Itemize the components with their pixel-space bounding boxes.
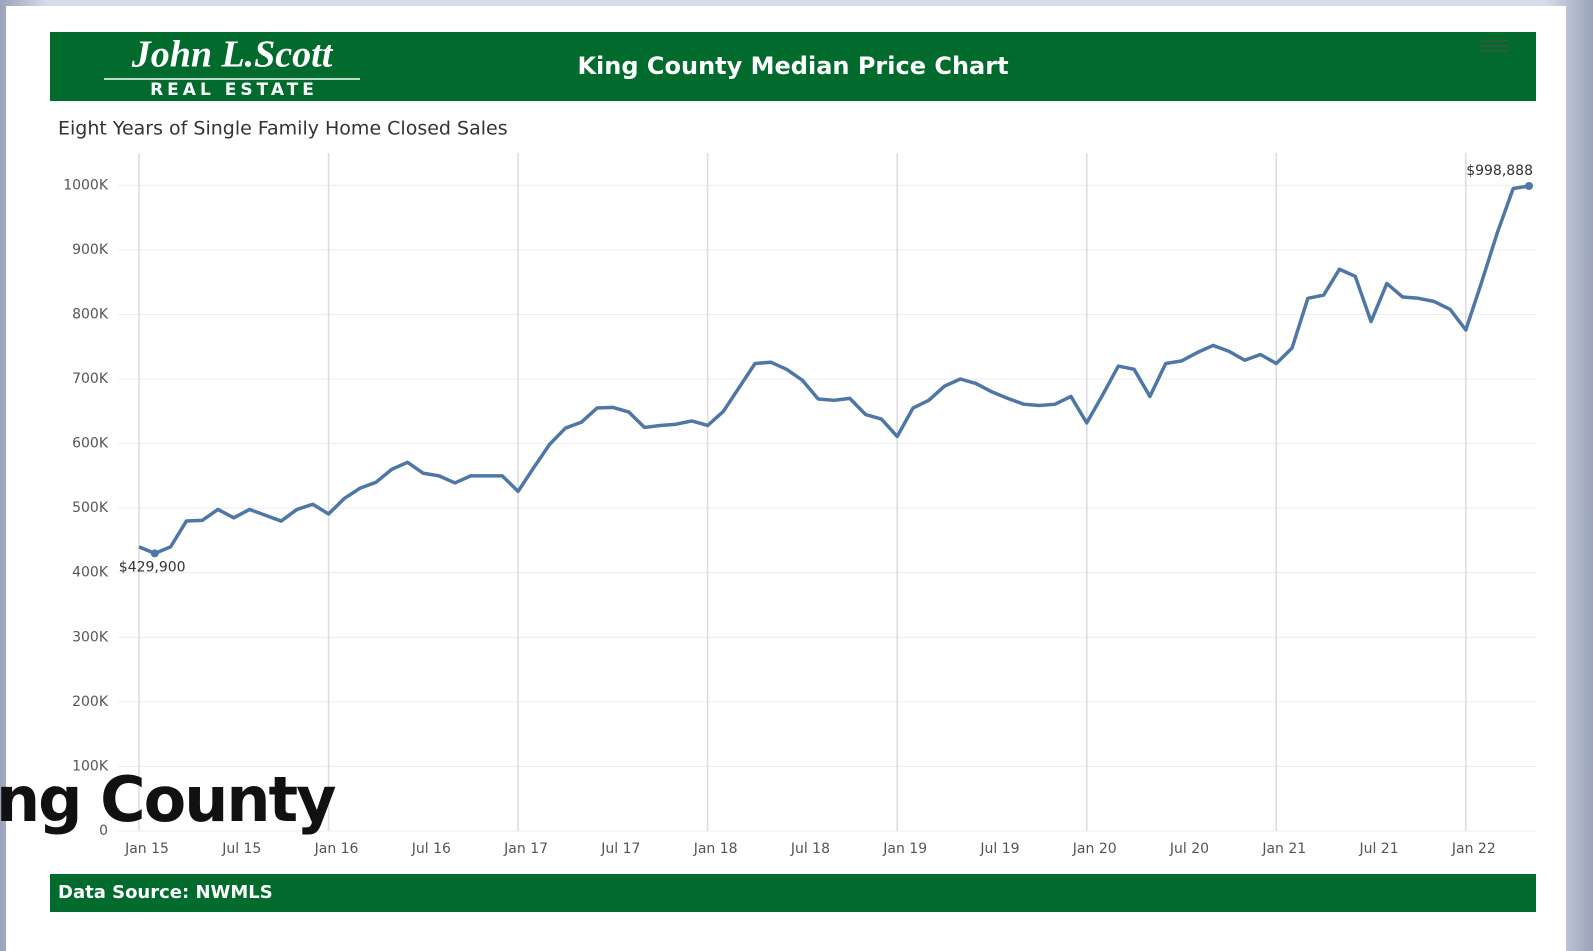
plot-area: 0 100K 200K 300K 400K 500K 600K 700K 800K 900K 100… [63, 153, 1536, 857]
value-label: $429,900 [119, 559, 186, 575]
menu-icon[interactable] [1480, 40, 1508, 52]
x-tick-label: Jul 17 [600, 841, 640, 857]
x-tick-label: Jan 18 [693, 841, 738, 857]
x-tick-label: Jan 20 [1072, 841, 1117, 857]
x-tick-label: Jan 17 [503, 841, 548, 857]
logo-tagline: REAL ESTATE [150, 80, 318, 100]
x-tick-label: Jan 21 [1261, 841, 1306, 857]
y-tick-label: 500K [72, 500, 109, 516]
footer-text: Data Source: NWMLS [58, 882, 273, 903]
x-tick-label: Jan 16 [314, 841, 359, 857]
end-dot [150, 549, 159, 558]
price-line [138, 184, 1530, 556]
x-tick-label: Jul 15 [221, 841, 261, 857]
x-tick-label: Jul 18 [790, 841, 830, 857]
chart-title: King County Median Price Chart [577, 52, 1008, 80]
footer-bar [50, 874, 1536, 912]
overlay-text: ng County [0, 763, 336, 836]
x-tick-label: Jul 16 [411, 841, 451, 857]
y-tick-label: 1000K [63, 177, 109, 193]
chart-subtitle: Eight Years of Single Family Home Closed… [58, 118, 508, 140]
y-tick-label: 600K [72, 436, 109, 452]
y-tick-label: 300K [72, 629, 109, 645]
end-dot [1525, 182, 1533, 191]
y-tick-label: 0 [99, 823, 108, 839]
y-tick-label: 400K [72, 565, 109, 581]
y-tick-label: 200K [72, 694, 109, 710]
value-label: $998,888 [1466, 163, 1533, 179]
y-tick-label: 100K [72, 758, 109, 774]
x-tick-label: Jan 19 [882, 841, 927, 857]
header-bar [50, 32, 1536, 101]
y-tick-label: 800K [72, 306, 109, 322]
x-tick-label: Jul 20 [1169, 841, 1209, 857]
x-tick-label: Jan 22 [1451, 841, 1496, 857]
x-tick-label: Jan 15 [124, 841, 169, 857]
panel [6, 6, 1566, 951]
y-tick-label: 900K [72, 242, 109, 258]
x-tick-label: Jul 19 [979, 841, 1019, 857]
x-tick-label: Jul 21 [1358, 841, 1398, 857]
logo-name: John L.Scott [131, 34, 334, 76]
y-tick-label: 700K [72, 371, 109, 387]
